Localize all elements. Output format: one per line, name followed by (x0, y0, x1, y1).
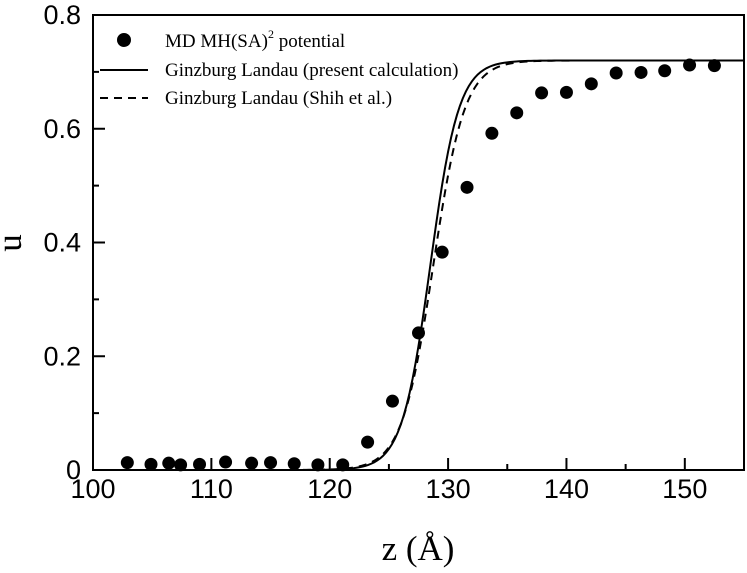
data-point (435, 245, 449, 259)
data-point (658, 64, 672, 78)
data-point (174, 458, 188, 472)
data-point (245, 456, 259, 470)
data-point (120, 456, 134, 470)
y-axis-ticks: 0 0.2 0.4 0.6 0.8 (43, 0, 105, 485)
curves (93, 59, 744, 471)
legend-label-md: MD MH(SA)2 potential (165, 27, 345, 52)
y-tick-label: 0.8 (43, 0, 81, 30)
legend-label-shih: Ginzburg Landau (Shih et al.) (165, 88, 392, 109)
x-tick-label: 140 (544, 474, 589, 504)
data-point (287, 457, 301, 471)
data-point (336, 458, 350, 472)
x-axis-title: z (Å) (382, 529, 455, 568)
data-point (144, 457, 158, 471)
y-tick-label: 0.4 (43, 228, 81, 258)
data-point (609, 66, 623, 80)
data-point (162, 456, 176, 470)
data-point (707, 59, 721, 73)
data-point (510, 106, 524, 120)
data-point (460, 180, 474, 194)
data-point (193, 457, 207, 471)
data-point (361, 435, 375, 449)
y-tick-label: 0.6 (43, 114, 81, 144)
data-point (311, 458, 325, 472)
y-tick-label: 0 (66, 455, 81, 485)
data-point (683, 58, 697, 72)
data-point (584, 77, 598, 91)
x-tick-label: 130 (426, 474, 471, 504)
data-point (412, 326, 425, 340)
plot-frame (92, 14, 745, 471)
data-point (559, 85, 573, 99)
data-point (219, 455, 233, 469)
data-point (634, 65, 648, 79)
x-tick-label: 150 (662, 474, 707, 504)
legend-label-present: Ginzburg Landau (present calculation) (165, 60, 459, 81)
legend-label-md-main: MD MH(SA) (165, 31, 268, 52)
data-point (485, 126, 499, 140)
data-point (535, 86, 549, 100)
legend-label-md-suffix: potential (274, 31, 345, 52)
series-present-solid-line (93, 59, 744, 471)
legend: MD MH(SA)2 potential Ginzburg Landau (pr… (100, 27, 459, 109)
y-axis-title: u (0, 234, 29, 252)
x-tick-label: 100 (70, 474, 115, 504)
legend-label-md-superscript: 2 (268, 27, 274, 41)
x-tick-label: 110 (190, 474, 233, 504)
data-point (264, 456, 278, 470)
y-tick-label: 0.2 (43, 341, 81, 371)
legend-symbol-md-markers (117, 33, 131, 47)
markers (120, 58, 721, 472)
x-axis-ticks: 100 110 120 130 140 150 (70, 458, 707, 504)
x-tick-label: 120 (307, 474, 352, 504)
series-shih-dashed-line (93, 59, 744, 471)
data-point (385, 394, 399, 408)
